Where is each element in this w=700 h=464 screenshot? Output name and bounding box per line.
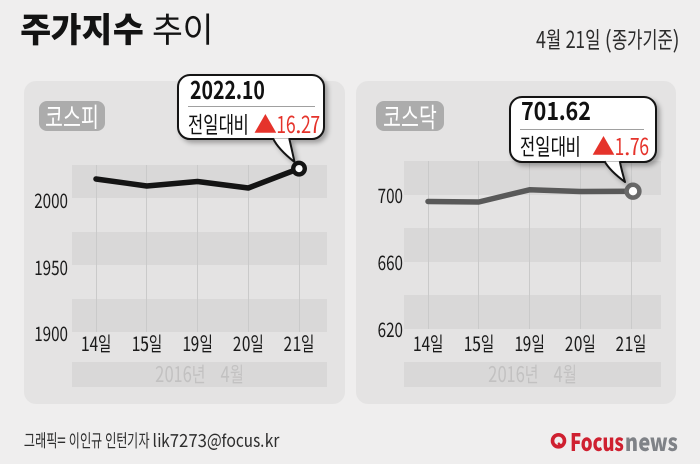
svg-text:Focus: Focus [570,429,625,453]
svg-text:news: news [625,429,679,453]
